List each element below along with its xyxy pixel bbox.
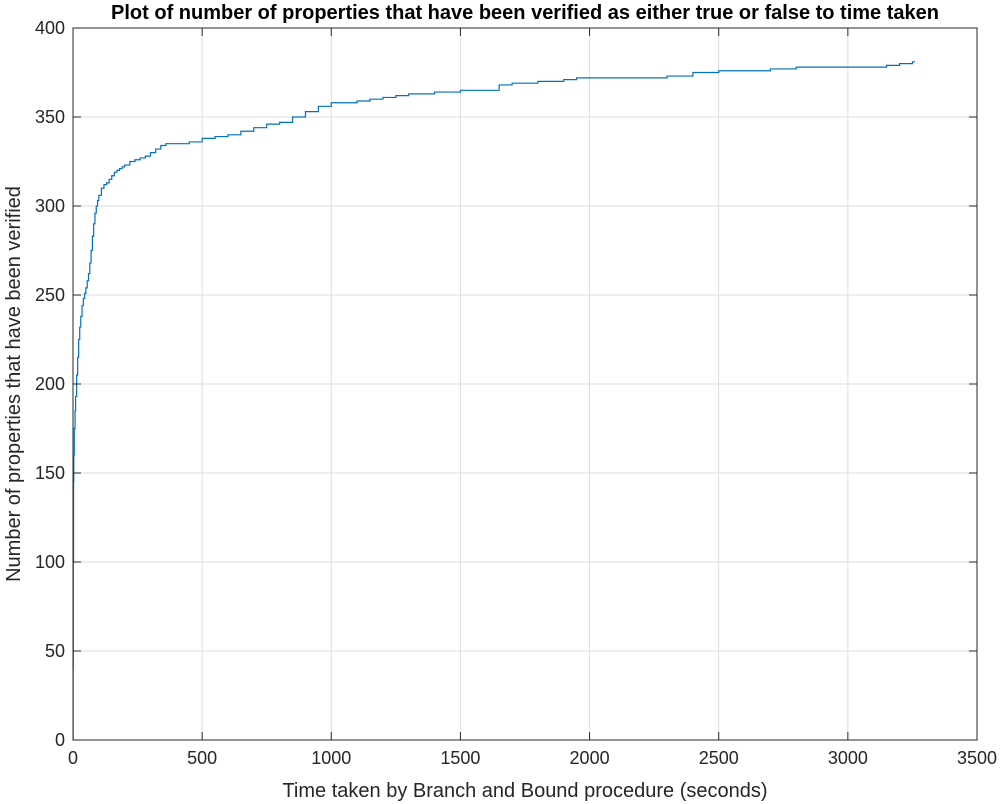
y-tick-label: 250 xyxy=(35,285,65,305)
y-tick-label: 300 xyxy=(35,196,65,216)
chart-title: Plot of number of properties that have b… xyxy=(111,2,939,24)
y-tick-label: 100 xyxy=(35,552,65,572)
y-tick-label: 0 xyxy=(55,730,65,750)
y-tick-label: 150 xyxy=(35,463,65,483)
y-tick-label: 50 xyxy=(45,641,65,661)
x-tick-label: 2000 xyxy=(570,748,610,768)
grid xyxy=(73,28,977,740)
x-axis-title: Time taken by Branch and Bound procedure… xyxy=(282,780,767,802)
x-tick-label: 3500 xyxy=(957,748,997,768)
line-layer xyxy=(72,61,916,741)
ticks: 0 500 1000 1500 2000 2500 3000 3500 0 50 100 150 200… xyxy=(35,18,997,768)
x-tick-label: 1000 xyxy=(311,748,351,768)
y-tick-label: 200 xyxy=(35,374,65,394)
y-axis-title: Number of properties that have been veri… xyxy=(3,186,25,582)
y-tick-label: 350 xyxy=(35,107,65,127)
x-tick-label: 2500 xyxy=(699,748,739,768)
series-line xyxy=(72,61,916,741)
x-tick-label: 1500 xyxy=(440,748,480,768)
x-tick-label: 0 xyxy=(68,748,78,768)
y-tick-label: 400 xyxy=(35,18,65,38)
x-tick-label: 500 xyxy=(187,748,217,768)
x-tick-label: 3000 xyxy=(828,748,868,768)
